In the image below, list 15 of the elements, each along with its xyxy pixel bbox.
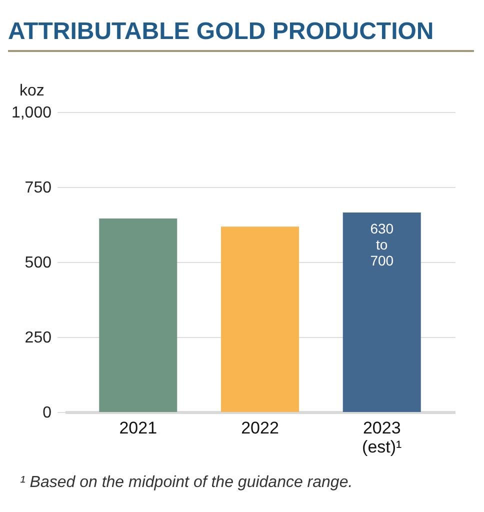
y-tick-label: 1,000 — [11, 104, 52, 122]
x-tick-label: 2021 — [119, 418, 158, 438]
bar — [221, 226, 299, 412]
bar — [99, 218, 178, 412]
x-tick-label: 2023 (est)¹ — [362, 418, 402, 456]
chart-title: ATTRIBUTABLE GOLD PRODUCTION — [8, 18, 474, 52]
text: ¹ Based on the midpoint of the guidance range. — [20, 474, 354, 492]
y-tick-label: 500 — [24, 254, 52, 272]
x-tick-label: 2022 — [241, 418, 279, 438]
y-tick-label: 0 — [42, 404, 52, 422]
y-tick-label: 250 — [24, 330, 52, 346]
y-axis-title: koz — [20, 82, 44, 100]
bar — [342, 212, 421, 412]
y-tick-label: 750 — [24, 180, 52, 196]
annotation: 630 to 700 — [370, 220, 394, 268]
